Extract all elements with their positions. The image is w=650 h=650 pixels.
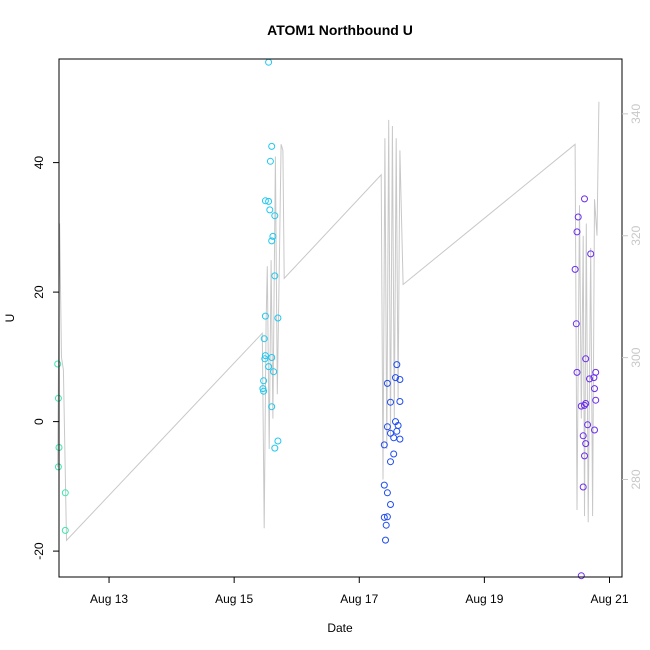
data-point-s1-15	[268, 354, 276, 361]
data-point-s3-18	[579, 432, 587, 440]
data-point-s3-17	[584, 421, 592, 429]
data-point-s3-7	[573, 368, 581, 376]
data-point-s2-10	[393, 427, 401, 435]
data-point-s2-3	[383, 379, 391, 387]
data-point-s1-4	[265, 197, 273, 205]
data-point-s1-1	[268, 142, 276, 150]
data-point-s2-15	[387, 458, 394, 466]
y-tick-label: 0	[32, 418, 46, 425]
data-point-s2-20	[383, 513, 391, 521]
data-point-s2-2	[396, 376, 404, 383]
data-point-s2-5	[396, 398, 404, 405]
data-point-s2-21	[382, 521, 390, 529]
data-point-s1-12	[260, 335, 268, 343]
data-point-s1-9	[271, 272, 279, 280]
x-tick-label: Aug 15	[215, 592, 253, 606]
data-point-s2-18	[387, 501, 394, 508]
data-point-s1-13	[261, 352, 269, 360]
data-point-s1-21	[268, 403, 276, 411]
y2-tick-label: 280	[629, 469, 643, 489]
background-series-line	[57, 101, 600, 542]
x-tick-label: Aug 13	[90, 592, 128, 606]
data-point-s3-6	[582, 355, 590, 363]
data-point-s0-4	[61, 489, 69, 497]
data-point-s1-7	[269, 232, 277, 240]
data-point-s2-13	[380, 441, 388, 449]
x-axis-label: Date	[327, 621, 353, 635]
data-point-s3-11	[591, 385, 598, 393]
data-point-s3-20	[581, 452, 588, 460]
data-point-s2-16	[380, 481, 388, 489]
y-tick-label: -20	[32, 542, 46, 560]
data-point-s2-22	[382, 536, 389, 544]
data-point-s1-14	[261, 355, 269, 363]
chart-title: ATOM1 Northbound U	[267, 22, 413, 38]
data-point-s2-4	[387, 398, 394, 406]
y2-tick-label: 300	[629, 347, 643, 367]
data-point-s1-2	[266, 157, 274, 165]
data-point-s1-20	[260, 387, 268, 395]
data-point-s1-5	[266, 206, 274, 214]
data-point-s1-17	[270, 368, 278, 376]
data-point-s0-1	[54, 394, 62, 402]
y-axis-right: 280 300 320 340	[622, 104, 643, 490]
data-point-s3-15	[577, 402, 585, 410]
data-point-s2-12	[396, 435, 404, 443]
data-point-s3-16	[591, 426, 598, 434]
y2-tick-label: 320	[629, 225, 643, 245]
data-point-s2-0	[393, 361, 401, 369]
data-point-s1-8	[268, 237, 276, 245]
data-point-s0-5	[61, 526, 69, 534]
data-point-s3-1	[574, 213, 582, 221]
data-point-s3-22	[577, 572, 585, 580]
plot-frame	[58, 58, 623, 578]
data-point-s1-3	[261, 197, 269, 205]
data-point-s2-1	[392, 374, 399, 382]
x-tick-label: Aug 19	[465, 592, 503, 606]
data-point-s0-0	[54, 360, 62, 368]
data-point-s2-14	[390, 450, 398, 458]
data-point-s3-2	[573, 228, 581, 236]
y-tick-label: 40	[32, 156, 46, 170]
data-point-s0-3	[54, 463, 62, 471]
data-point-s3-21	[579, 483, 587, 491]
background-line-layer	[57, 101, 600, 542]
data-point-s2-19	[380, 513, 388, 521]
data-point-s1-0	[265, 58, 273, 66]
data-point-s3-12	[592, 396, 600, 404]
y-axis-left: -20 0 20 40	[32, 156, 59, 560]
data-point-s2-17	[383, 489, 391, 497]
points-layer	[54, 58, 600, 580]
data-point-s3-14	[581, 401, 588, 409]
data-point-s1-23	[271, 444, 279, 452]
x-tick-label: Aug 21	[590, 592, 628, 606]
data-point-s2-11	[390, 434, 398, 442]
y-tick-label: 20	[32, 285, 46, 299]
data-point-s3-10	[586, 375, 593, 383]
data-point-s1-6	[271, 212, 279, 220]
data-point-s1-10	[261, 312, 269, 320]
data-point-s3-19	[582, 440, 590, 448]
data-point-s1-22	[274, 437, 282, 445]
data-point-s3-5	[572, 320, 580, 328]
data-point-s2-9	[387, 429, 394, 437]
data-point-s3-9	[590, 374, 598, 382]
data-point-s1-16	[265, 363, 273, 371]
data-point-s3-3	[571, 265, 579, 273]
data-point-s1-18	[260, 377, 268, 385]
x-axis: Aug 13 Aug 15 Aug 17 Aug 19 Aug 21	[90, 576, 629, 606]
data-point-s3-4	[587, 250, 595, 258]
data-point-s1-11	[274, 314, 282, 322]
y2-tick-label: 340	[629, 104, 643, 124]
x-tick-label: Aug 17	[340, 592, 378, 606]
data-point-s3-0	[581, 195, 588, 203]
data-point-s2-8	[383, 423, 391, 431]
y-axis-label: U	[3, 314, 17, 323]
